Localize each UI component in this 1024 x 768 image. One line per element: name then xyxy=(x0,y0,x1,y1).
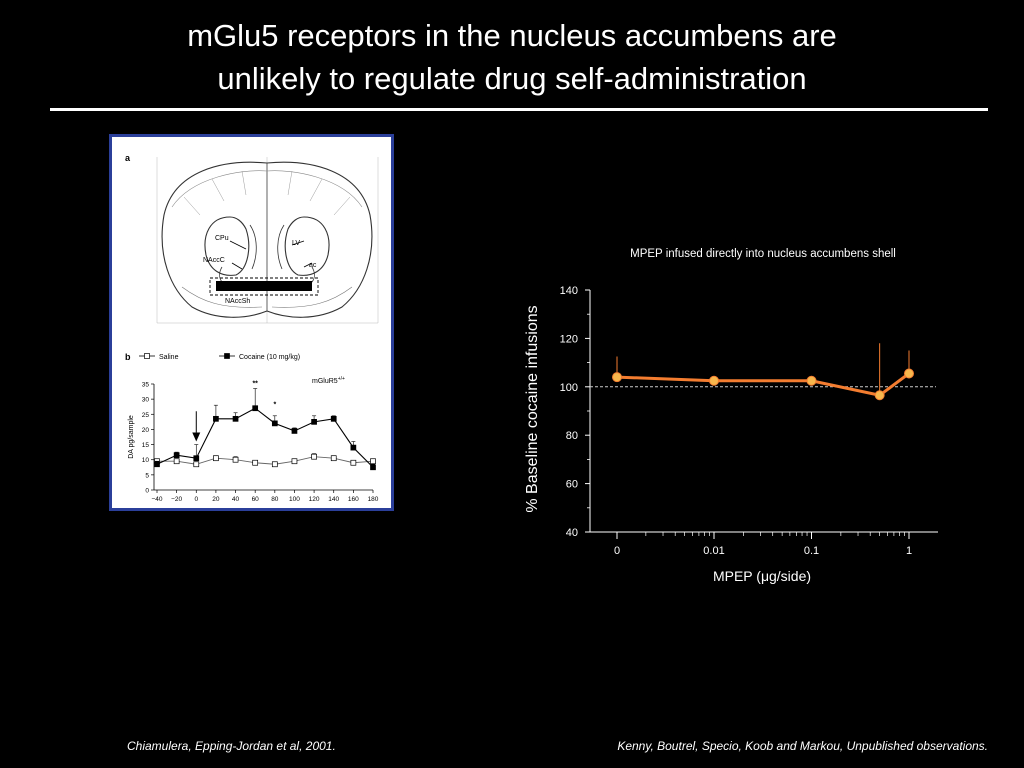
right-x-tick-label: 0.1 xyxy=(804,545,819,557)
probe-bar xyxy=(216,281,312,291)
slide-title: mGlu5 receptors in the nucleus accumbens… xyxy=(0,14,1024,100)
right-data-point xyxy=(904,368,914,379)
right-chart-xlabel: MPEP (μg/side) xyxy=(713,568,811,584)
citation-left: Chiamulera, Epping-Jordan et al, 2001. xyxy=(127,739,336,753)
legend-cocaine-label: Cocaine (10 mg/kg) xyxy=(239,354,300,361)
left-y-tick-label: 10 xyxy=(142,457,150,464)
right-data-point xyxy=(806,375,817,386)
cocaine-marker xyxy=(311,419,317,425)
left-x-tick-label: −20 xyxy=(171,496,182,503)
left-series-line xyxy=(156,407,374,468)
significance-mark: * xyxy=(273,402,276,409)
legend-saline-marker xyxy=(144,353,150,359)
left-y-tick-label: 0 xyxy=(145,488,149,495)
injection-arrow-head xyxy=(192,432,201,442)
cocaine-marker xyxy=(193,455,200,462)
left-y-tick-label: 35 xyxy=(142,382,150,389)
left-x-tick-label: 160 xyxy=(348,496,359,503)
panel-a-label: a xyxy=(125,153,131,163)
left-y-tick-label: 15 xyxy=(142,442,150,449)
legend-cocaine-marker xyxy=(224,353,230,359)
left-x-tick-label: 60 xyxy=(252,496,260,503)
brain-label-nacc-shell: NAccSh xyxy=(225,298,250,305)
right-chart-ylabel: % Baseline cocaine infusions xyxy=(524,305,541,512)
title-divider xyxy=(50,108,988,111)
right-series-line xyxy=(616,372,910,397)
right-y-tick-label: 100 xyxy=(560,382,578,394)
left-y-tick-label: 5 xyxy=(145,472,149,479)
right-y-tick-label: 140 xyxy=(560,285,578,297)
left-x-tick-label: 120 xyxy=(309,496,320,503)
right-data-point xyxy=(612,372,622,383)
right-chart: MPEP infused directly into nucleus accum… xyxy=(524,248,938,584)
left-x-tick-label: 0 xyxy=(194,496,198,503)
left-chart-legend: Saline Cocaine (10 mg/kg) xyxy=(139,353,300,361)
left-chart: 0 5 10 15 20 25 30 35 −40 −20 0 20 40 60 80 100 120 140 16… xyxy=(128,381,379,503)
brain-label-lv: LV xyxy=(292,240,300,247)
right-data-point xyxy=(874,390,885,401)
brain-label-ac: ac xyxy=(309,262,317,269)
left-y-tick-label: 25 xyxy=(142,412,150,419)
cocaine-marker xyxy=(232,415,239,422)
brain-label-cpu: CPu xyxy=(215,235,229,242)
cocaine-marker xyxy=(330,415,337,422)
right-data-point xyxy=(709,375,719,386)
cocaine-marker xyxy=(350,444,357,451)
left-y-tick-label: 20 xyxy=(142,427,150,434)
figure-svg: a xyxy=(125,153,379,503)
left-series-line xyxy=(157,456,374,465)
left-x-tick-label: 80 xyxy=(271,496,279,503)
left-x-tick-label: 20 xyxy=(212,496,220,503)
left-x-tick-label: 140 xyxy=(328,496,339,503)
citation-right: Kenny, Boutrel, Specio, Koob and Markou,… xyxy=(617,739,988,753)
brain-label-nacc-core: NAccC xyxy=(203,257,225,264)
right-x-tick-label: 0.01 xyxy=(703,545,724,557)
saline-marker xyxy=(350,459,357,466)
left-x-tick-label: 40 xyxy=(232,496,240,503)
left-y-axis-label: DA pg/sample xyxy=(128,415,135,459)
panel-b-label: b xyxy=(125,352,131,362)
saline-marker xyxy=(370,458,376,465)
right-x-tick-label: 1 xyxy=(906,545,912,557)
cocaine-marker xyxy=(252,405,259,412)
saline-marker xyxy=(213,455,219,462)
cocaine-marker xyxy=(213,415,219,422)
right-y-tick-label: 120 xyxy=(560,333,578,345)
left-x-tick-label: 100 xyxy=(289,496,300,503)
saline-marker xyxy=(291,458,298,465)
saline-marker xyxy=(330,455,337,462)
right-y-tick-label: 80 xyxy=(566,430,578,442)
left-x-tick-label: −40 xyxy=(151,496,162,503)
saline-marker xyxy=(193,461,200,468)
figure-panel: a xyxy=(109,134,394,511)
saline-marker xyxy=(311,453,317,460)
cocaine-marker xyxy=(291,428,298,434)
significance-mark: ** xyxy=(252,381,258,388)
right-y-tick-label: 60 xyxy=(566,479,578,491)
right-chart-title: MPEP infused directly into nucleus accum… xyxy=(630,248,896,260)
right-x-tick-label: 0 xyxy=(614,545,620,557)
genotype-label: mGluR5+/+ xyxy=(312,376,345,385)
left-x-tick-label: 180 xyxy=(368,496,379,503)
cocaine-marker xyxy=(154,461,160,468)
right-y-tick-label: 40 xyxy=(566,527,578,539)
title-line-1: mGlu5 receptors in the nucleus accumbens… xyxy=(187,18,837,53)
legend-saline-label: Saline xyxy=(159,354,179,361)
cocaine-marker xyxy=(173,452,180,459)
saline-marker xyxy=(173,458,180,465)
saline-marker xyxy=(232,456,239,463)
right-plot-area: 40 60 80 100 120 140 0 0.01 0.1 1 xyxy=(560,285,938,557)
cocaine-marker xyxy=(271,420,278,427)
brain-section-diagram xyxy=(156,157,379,324)
title-line-2: unlikely to regulate drug self-administr… xyxy=(217,61,807,96)
cocaine-marker xyxy=(370,464,376,471)
saline-marker xyxy=(271,461,278,468)
saline-marker xyxy=(252,459,259,466)
left-y-tick-label: 30 xyxy=(142,397,150,404)
